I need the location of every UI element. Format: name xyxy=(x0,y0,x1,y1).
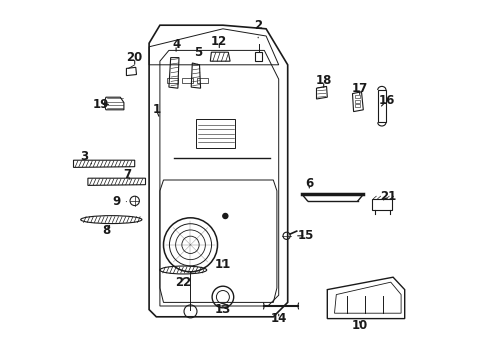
Text: 15: 15 xyxy=(297,229,313,242)
Text: 17: 17 xyxy=(351,82,367,95)
Text: 14: 14 xyxy=(270,312,286,325)
Text: 21: 21 xyxy=(380,190,396,203)
Text: 9: 9 xyxy=(112,195,126,208)
Circle shape xyxy=(223,213,227,219)
Bar xyxy=(167,78,178,83)
Bar xyxy=(354,100,360,103)
Text: 20: 20 xyxy=(126,51,142,64)
Text: 4: 4 xyxy=(172,39,180,51)
Bar xyxy=(182,78,193,83)
Text: 8: 8 xyxy=(102,224,110,237)
Bar xyxy=(197,78,208,83)
Bar xyxy=(196,119,235,148)
Text: 1: 1 xyxy=(152,103,160,116)
Text: 3: 3 xyxy=(80,150,91,164)
Text: 22: 22 xyxy=(175,276,191,289)
Text: 5: 5 xyxy=(193,46,202,65)
Text: 18: 18 xyxy=(315,75,331,87)
Text: 2: 2 xyxy=(254,19,262,38)
Bar xyxy=(354,104,360,107)
Text: 19: 19 xyxy=(92,98,108,111)
Text: 12: 12 xyxy=(211,35,227,48)
Bar xyxy=(354,95,360,98)
Text: 16: 16 xyxy=(378,94,394,107)
Text: 7: 7 xyxy=(123,168,131,181)
Text: 10: 10 xyxy=(351,319,367,332)
Text: 13: 13 xyxy=(214,303,230,316)
Text: 11: 11 xyxy=(214,258,230,271)
Text: 6: 6 xyxy=(305,177,313,190)
